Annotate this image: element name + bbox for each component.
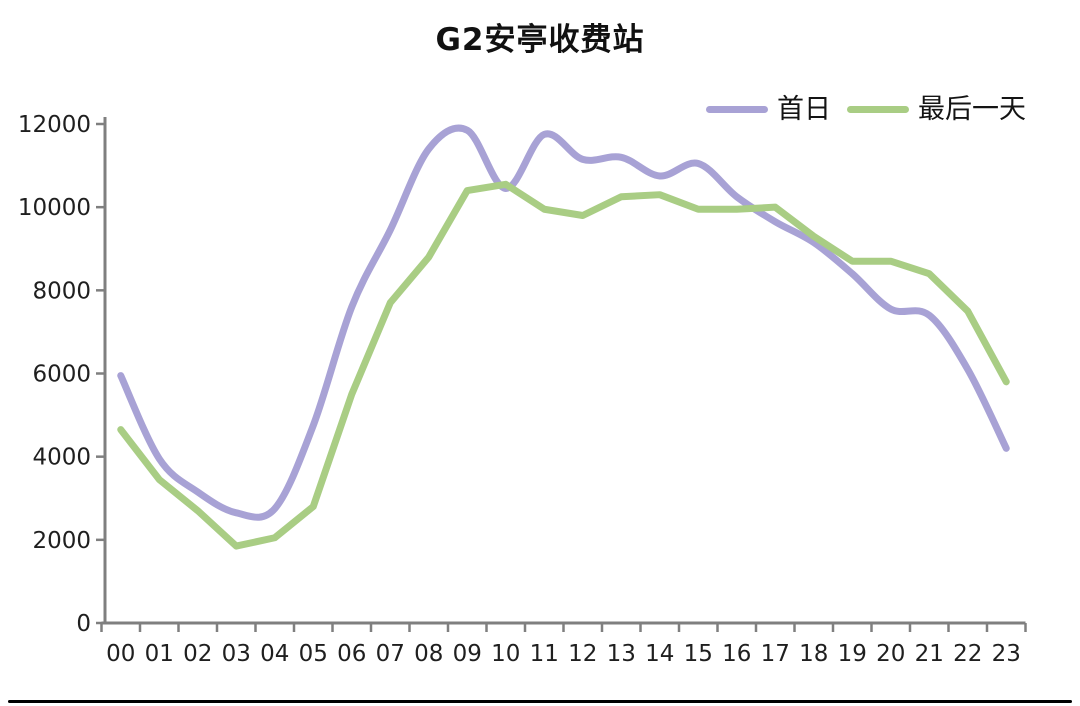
series-line-last-day: [117, 180, 1010, 550]
y-tick-label: 6000: [32, 362, 91, 388]
legend-item-last-day: 最后一天: [847, 96, 1026, 123]
x-tick-label: 15: [684, 641, 713, 667]
x-tick-label: 12: [568, 641, 597, 667]
x-tick-label: 20: [876, 641, 905, 667]
x-tick-label: 19: [838, 641, 867, 667]
chart-title: G2安亭收费站: [435, 22, 645, 58]
x-tick-label: 03: [222, 641, 251, 667]
bottom-divider: [8, 700, 1072, 703]
y-tick-label: 8000: [32, 278, 91, 304]
x-tick-label: 09: [453, 641, 482, 667]
x-tick-label: 13: [607, 641, 636, 667]
x-tick-label: 14: [645, 641, 674, 667]
x-tick-label: 16: [722, 641, 751, 667]
legend-label-last-day: 最后一天: [918, 94, 1026, 125]
x-tick-label: 05: [299, 641, 328, 667]
y-tick-label: 10000: [18, 195, 91, 221]
x-tick-label: 22: [953, 641, 982, 667]
legend-swatch-last-day: [847, 106, 909, 113]
x-tick-label: 18: [799, 641, 828, 667]
x-tick-label: 01: [145, 641, 174, 667]
x-tick-label: 21: [915, 641, 944, 667]
x-tick-label: 07: [376, 641, 405, 667]
legend-label-first-day: 首日: [777, 94, 831, 125]
x-tick-label: 17: [761, 641, 790, 667]
x-tick-label: 23: [992, 641, 1021, 667]
x-tick-label: 10: [491, 641, 520, 667]
x-tick-label: 04: [260, 641, 289, 667]
x-tick-label: 06: [337, 641, 366, 667]
y-tick-label: 0: [76, 611, 91, 637]
legend-item-first-day: 首日: [706, 96, 831, 123]
y-tick-label: 12000: [18, 112, 91, 138]
x-tick-label: 11: [530, 641, 559, 667]
y-tick-label: 2000: [32, 528, 91, 554]
legend: 首日 最后一天: [706, 96, 1026, 123]
series-line-first-day: [117, 124, 1010, 521]
y-tick-label: 4000: [32, 445, 91, 471]
legend-swatch-first-day: [706, 106, 768, 113]
x-tick-label: 00: [106, 641, 135, 667]
x-tick-label: 02: [183, 641, 212, 667]
x-tick-label: 08: [414, 641, 443, 667]
